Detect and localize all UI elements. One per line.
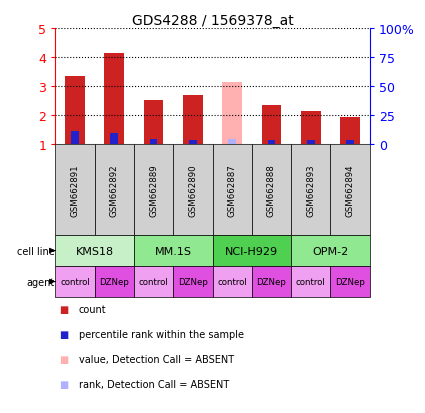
Bar [105,53,124,145]
Text: ■: ■ [60,330,69,339]
Bar [212,145,252,235]
Text: DZNep: DZNep [99,278,129,286]
Text: percentile rank within the sample: percentile rank within the sample [79,330,244,339]
Text: control: control [296,278,326,286]
Bar [55,266,94,297]
Bar [173,145,212,235]
Text: GSM662893: GSM662893 [306,164,315,216]
Bar [291,235,370,266]
Bar [183,95,203,145]
Text: GSM662894: GSM662894 [346,164,354,216]
Bar [189,140,197,145]
Bar [331,145,370,235]
Bar [134,235,212,266]
Text: DZNep: DZNep [257,278,286,286]
Bar [262,105,281,145]
Text: control: control [139,278,168,286]
Text: MM.1S: MM.1S [155,246,192,256]
Text: ■: ■ [60,354,69,364]
Bar [331,266,370,297]
Text: OPM-2: OPM-2 [312,246,348,256]
Text: DZNep: DZNep [178,278,208,286]
Bar [94,266,134,297]
Text: control: control [217,278,247,286]
Text: ■: ■ [60,305,69,315]
Bar [291,145,331,235]
Bar [71,132,79,145]
Bar [173,266,212,297]
Bar [346,141,354,145]
Text: agent: agent [27,277,55,287]
Text: cell line: cell line [17,246,55,256]
Bar [212,266,252,297]
Bar [252,145,291,235]
Text: value, Detection Call = ABSENT: value, Detection Call = ABSENT [79,354,234,364]
Bar [110,133,118,145]
Text: GSM662889: GSM662889 [149,164,158,216]
Bar [307,141,314,145]
Bar [252,266,291,297]
Bar [55,145,94,235]
Bar [134,145,173,235]
Text: ■: ■ [60,379,69,389]
Bar [222,82,242,145]
Bar [150,139,157,145]
Bar [340,118,360,145]
Bar [291,266,331,297]
Text: rank, Detection Call = ABSENT: rank, Detection Call = ABSENT [79,379,229,389]
Text: GSM662892: GSM662892 [110,164,119,216]
Text: GSM662891: GSM662891 [71,164,79,216]
Title: GDS4288 / 1569378_at: GDS4288 / 1569378_at [132,14,293,28]
Bar [144,101,163,145]
Bar [55,235,134,266]
Bar [134,266,173,297]
Bar [301,111,320,145]
Bar [65,76,85,145]
Bar [267,140,275,145]
Bar [212,235,291,266]
Bar [94,145,134,235]
Bar [228,139,236,145]
Text: KMS18: KMS18 [76,246,113,256]
Text: control: control [60,278,90,286]
Text: GSM662887: GSM662887 [228,164,237,216]
Text: GSM662888: GSM662888 [267,164,276,216]
Text: count: count [79,305,106,315]
Text: NCI-H929: NCI-H929 [225,246,278,256]
Text: GSM662890: GSM662890 [188,164,197,216]
Text: DZNep: DZNep [335,278,365,286]
